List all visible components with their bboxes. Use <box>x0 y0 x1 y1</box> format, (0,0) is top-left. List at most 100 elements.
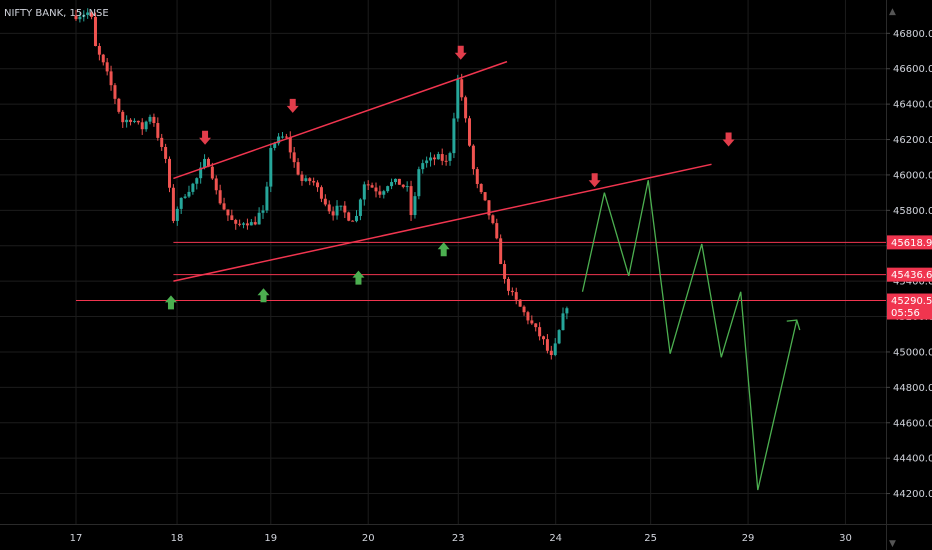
candle-body <box>199 167 203 179</box>
candle-body <box>553 343 557 356</box>
candle-body <box>405 186 409 188</box>
channel-upper-trendline[interactable] <box>173 60 508 180</box>
candle-body <box>479 183 483 193</box>
candle-body <box>355 215 359 222</box>
candle-body <box>390 182 394 187</box>
candle-body <box>495 223 499 239</box>
candle-body <box>214 178 218 191</box>
candle-body <box>351 220 355 222</box>
candle-body <box>284 136 288 138</box>
candle-body <box>97 46 101 55</box>
time-tick-label: 24 <box>549 533 562 544</box>
candle-body <box>401 184 405 187</box>
candle-body <box>140 122 144 130</box>
projection-arrowhead <box>786 319 801 331</box>
candle-body <box>397 178 401 185</box>
candle-body <box>347 212 351 221</box>
projection[interactable] <box>581 180 801 491</box>
candle-body <box>101 54 105 63</box>
candle-body <box>440 154 444 161</box>
candle-body <box>203 158 207 168</box>
candle-body <box>413 196 417 216</box>
candle-body <box>156 123 160 138</box>
candle-body <box>90 12 94 17</box>
candle-body <box>545 339 549 351</box>
candle-body <box>288 137 292 153</box>
down-arrow-icon <box>588 173 601 188</box>
candle-body <box>129 119 133 122</box>
candle-body <box>343 205 347 213</box>
candle-body <box>335 205 339 216</box>
candle-body <box>249 222 253 226</box>
candle-body <box>514 292 518 300</box>
candle-body <box>93 16 97 47</box>
price-tick-label: 46800.00 <box>893 29 932 40</box>
candle-body <box>191 183 195 192</box>
candle-body <box>304 178 308 181</box>
time-tick-label: 29 <box>742 533 755 544</box>
candle-body <box>238 223 242 225</box>
grid-layer <box>0 0 886 524</box>
candle-body <box>393 178 397 183</box>
channel-lower-trendline[interactable] <box>173 163 712 282</box>
scroll-down-icon[interactable]: ▼ <box>889 539 896 549</box>
time-tick-label: 20 <box>362 533 375 544</box>
candle-body <box>261 210 265 213</box>
candle-body <box>218 190 222 204</box>
trendlines[interactable] <box>173 60 712 282</box>
candle-body <box>499 238 503 265</box>
candle-body <box>125 119 129 123</box>
down-arrow-icon <box>722 132 735 147</box>
candle-body <box>226 209 230 216</box>
candle-body <box>475 169 479 184</box>
candle-body <box>452 118 456 154</box>
price-tick-label: 44600.00 <box>893 418 932 429</box>
candle-body <box>210 166 214 179</box>
candle-body <box>436 154 440 160</box>
candle-body <box>464 97 468 119</box>
candle-body <box>382 191 386 195</box>
candle-body <box>561 313 565 331</box>
candle-body <box>421 163 425 170</box>
candle-body <box>175 208 179 221</box>
candle-body <box>164 146 168 159</box>
candle-body <box>292 152 296 163</box>
up-arrow-icon <box>437 242 450 257</box>
candle-body <box>109 71 113 86</box>
candle-body <box>319 187 323 199</box>
candle-body <box>530 320 534 324</box>
candle-body <box>323 198 327 205</box>
time-tick-label: 18 <box>171 533 184 544</box>
candle-body <box>339 205 343 207</box>
candle-body <box>195 178 199 184</box>
price-tick-label: 44400.00 <box>893 454 932 465</box>
candle-body <box>432 157 436 160</box>
current-price-label: 45290.50 <box>891 296 932 307</box>
candle-body <box>456 79 460 119</box>
projection-path[interactable] <box>581 180 798 491</box>
price-level-badge <box>887 235 932 250</box>
candle-body <box>105 62 109 72</box>
candle-body <box>277 136 281 144</box>
up-arrow-icon <box>352 270 365 285</box>
candle-body <box>522 306 526 313</box>
arrows <box>164 45 735 310</box>
scroll-up-icon[interactable]: ▲ <box>889 7 896 17</box>
candle-body <box>144 121 148 130</box>
price-tick-label: 44200.00 <box>893 489 932 500</box>
candle-body <box>121 111 125 123</box>
candle-body <box>358 199 362 216</box>
candle-body <box>510 290 514 293</box>
price-tick-label: 45400.00 <box>893 277 932 288</box>
candle-body <box>245 223 249 226</box>
time-tick-label: 17 <box>70 533 83 544</box>
candle-body <box>183 196 187 198</box>
candle-body <box>542 336 546 340</box>
candle-body <box>152 116 156 124</box>
candle-body <box>253 222 257 225</box>
price-tick-label: 46600.00 <box>893 64 932 75</box>
candle-body <box>425 160 429 164</box>
horizontal-lines <box>76 241 886 302</box>
